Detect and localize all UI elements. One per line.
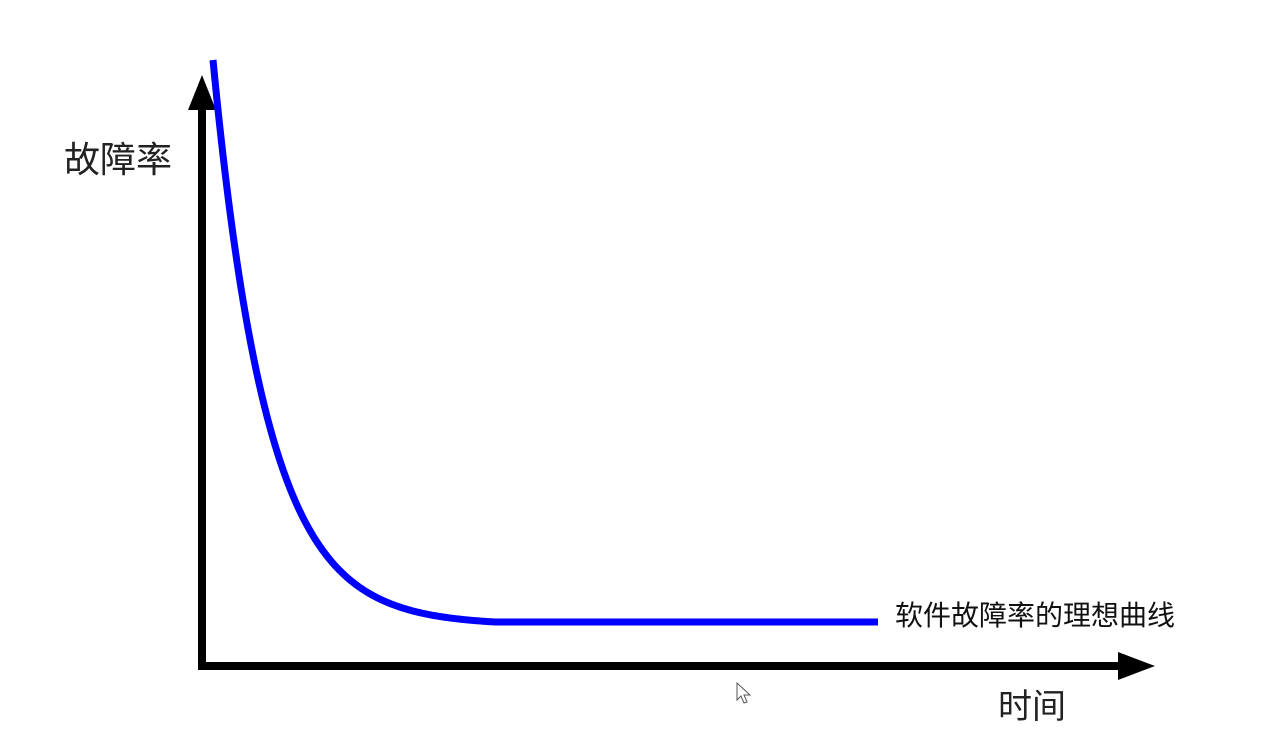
curve-label: 软件故障率的理想曲线 — [895, 599, 1175, 632]
ideal-failure-rate-curve — [209, 59, 878, 626]
x-axis-arrow — [1118, 652, 1155, 680]
x-axis-label: 时间 — [998, 687, 1066, 727]
mouse-cursor — [736, 681, 752, 704]
y-axis-label: 故障率 — [64, 140, 172, 181]
y-axis-arrow — [188, 75, 216, 110]
